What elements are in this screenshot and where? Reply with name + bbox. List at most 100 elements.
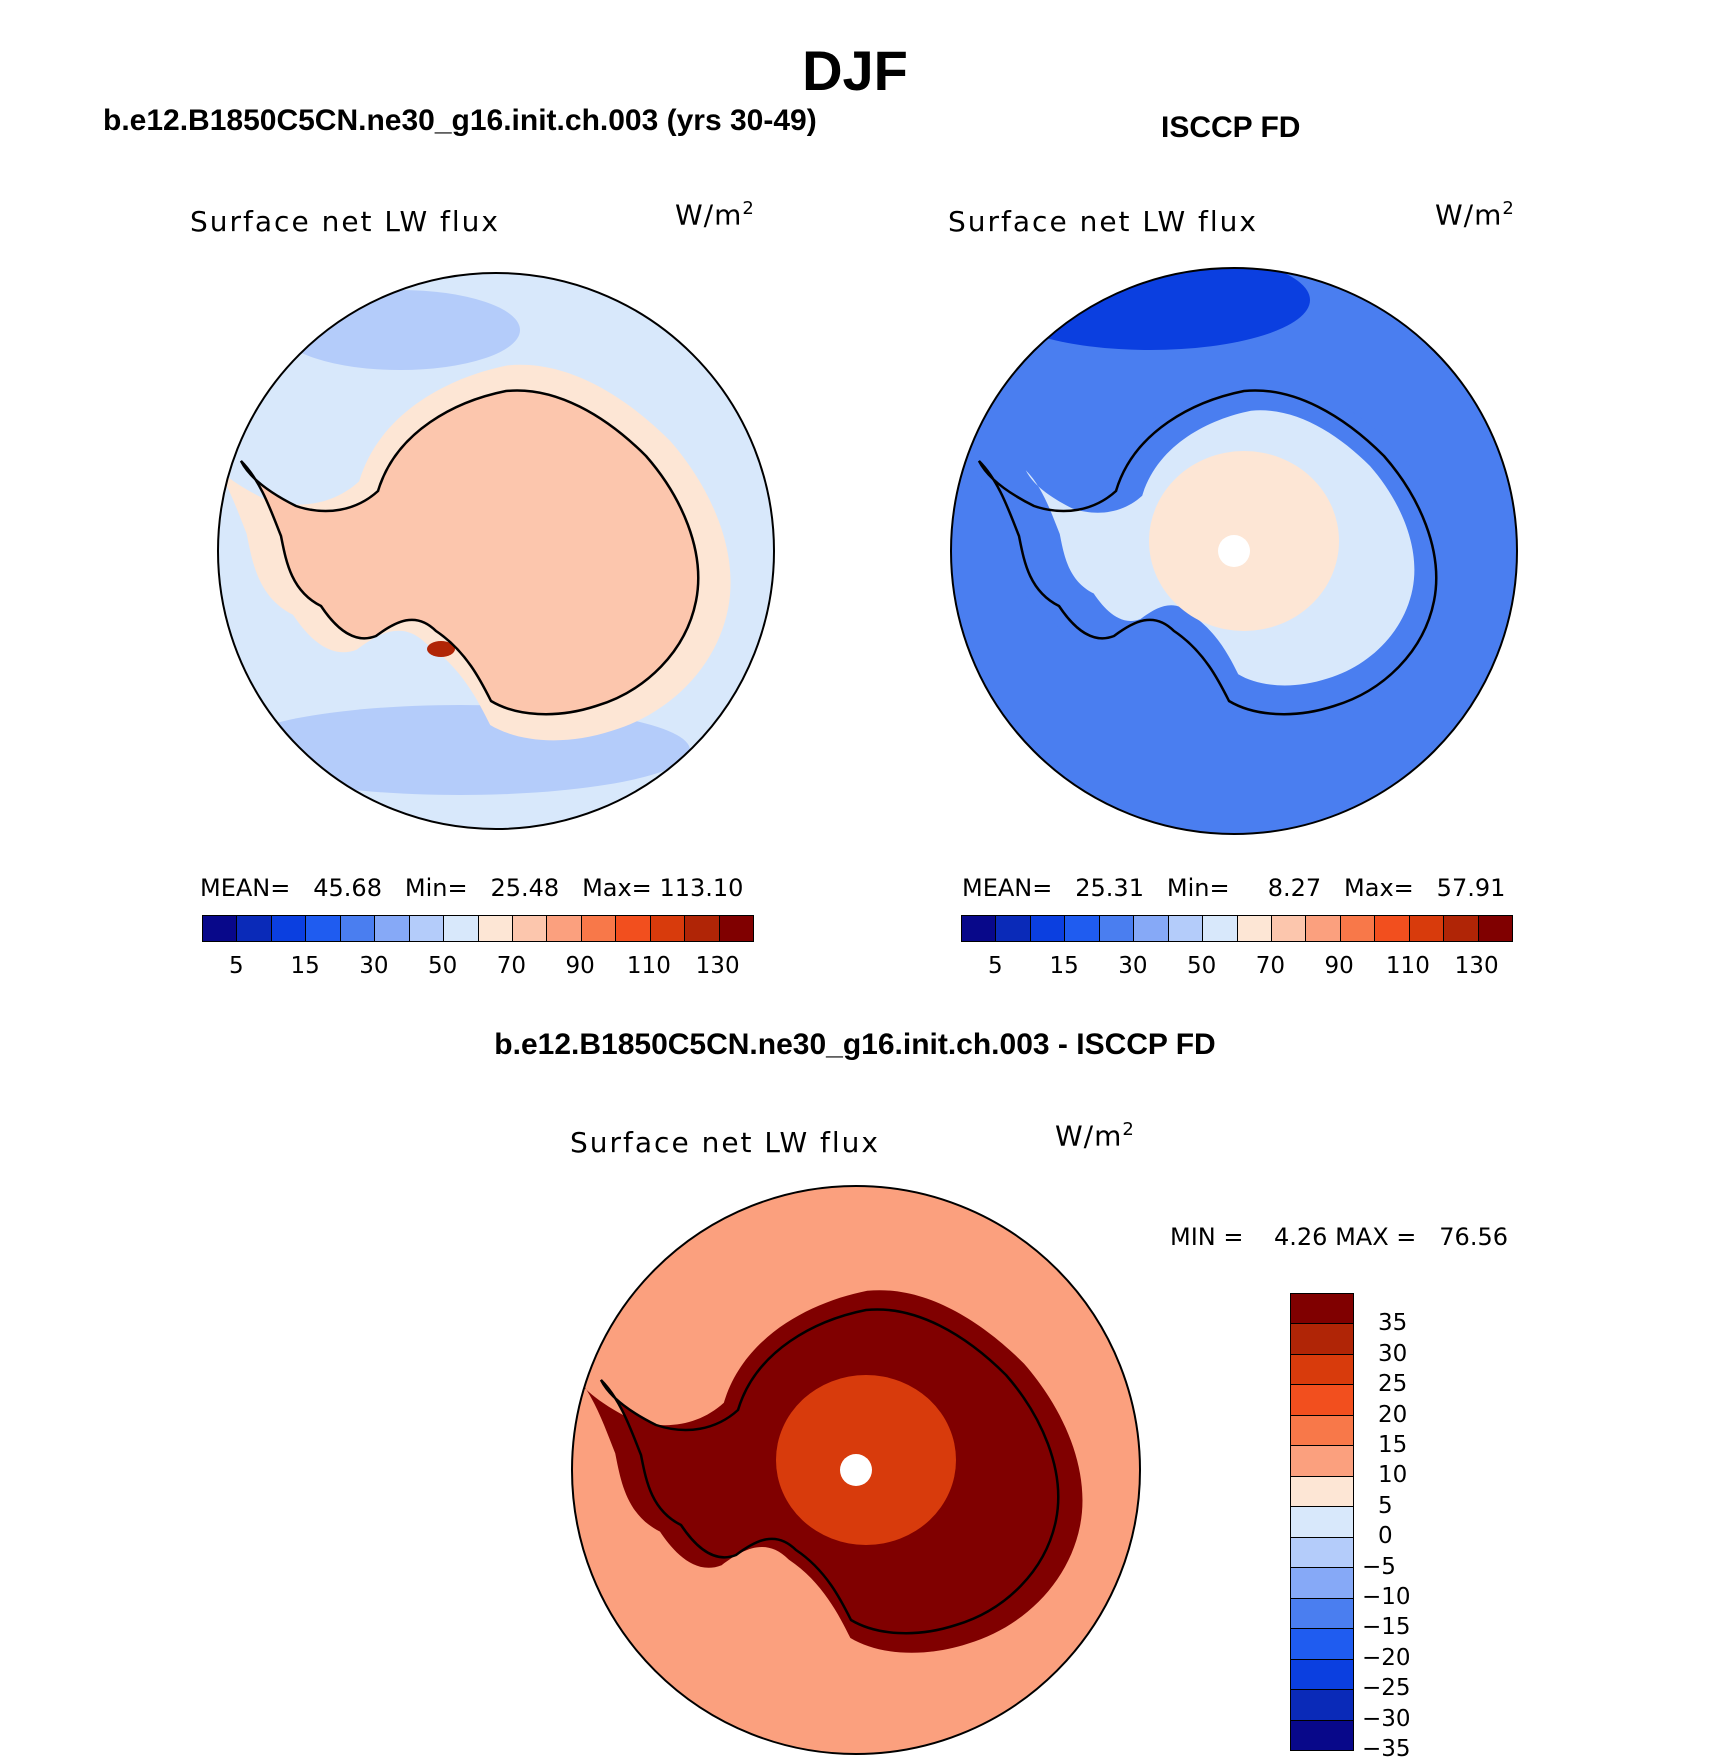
panel1-variable-label: Surface net LW flux [190, 205, 500, 238]
colorbar-box [1306, 916, 1341, 941]
colorbar-box [1237, 916, 1272, 941]
colorbar-tick-label: 5 [229, 953, 244, 979]
colorbar-tick-label: −15 [1362, 1614, 1411, 1641]
panel2-pole-hole [1218, 535, 1250, 567]
panel3-units-label: W/m2 [1055, 1119, 1135, 1153]
panel3-title: b.e12.B1850C5CN.ne30_g16.init.ch.003 - I… [494, 1028, 1216, 1061]
panel1-title: b.e12.B1850C5CN.ne30_g16.init.ch.003 (yr… [103, 104, 817, 137]
colorbar-tick-label: 5 [988, 953, 1003, 979]
colorbar-tick-label: 0 [1378, 1523, 1393, 1550]
colorbar-box [1134, 916, 1169, 941]
colorbar-box [996, 916, 1031, 941]
colorbar-tick-label: −25 [1362, 1675, 1411, 1702]
colorbar-tick-label: −35 [1362, 1736, 1411, 1762]
panel1-colorbar [202, 915, 754, 942]
colorbar-tick-label: 20 [1378, 1401, 1408, 1428]
colorbar-box [1409, 916, 1445, 941]
colorbar-box [1291, 1446, 1353, 1477]
panel3-pole-hole [840, 1454, 872, 1486]
colorbar-box [1065, 916, 1100, 941]
colorbar-tick-label: 70 [1255, 953, 1286, 979]
colorbar-box [1444, 916, 1479, 941]
panel1-map [218, 273, 774, 829]
colorbar-box [547, 916, 582, 941]
colorbar-tick-label: 10 [1378, 1462, 1408, 1489]
panel2-ocean-band [990, 268, 1310, 350]
panel2-units-label: W/m2 [1435, 198, 1515, 232]
colorbar-tick-label: 90 [1324, 953, 1354, 979]
panel2-variable-label: Surface net LW flux [948, 205, 1258, 238]
colorbar-box [478, 916, 513, 941]
panel2-colorbar-labels: 5 15 30 50 70 90 110 130 [0, 953, 1499, 979]
main-title: DJF [802, 39, 908, 102]
colorbar-box [1291, 1690, 1353, 1721]
colorbar-box [1203, 916, 1238, 941]
colorbar-box [1291, 1507, 1353, 1538]
colorbar-tick-label: −20 [1362, 1644, 1411, 1671]
colorbar-box [409, 916, 445, 941]
colorbar-tick-label: 50 [427, 953, 458, 979]
colorbar-box [1291, 1629, 1353, 1660]
colorbar-box [1291, 1568, 1353, 1599]
colorbar-tick-label: 15 [290, 953, 320, 979]
panel3-map-border [571, 1185, 1141, 1755]
colorbar-tick-label: 30 [359, 953, 389, 979]
panel3-colorbar [1290, 1293, 1354, 1751]
colorbar-box [271, 916, 307, 941]
colorbar-tick-label: 90 [565, 953, 595, 979]
panel2-stats: MEAN= 25.31 Min= 8.27 Max= 57.91 [962, 874, 1506, 902]
colorbar-box [650, 916, 686, 941]
colorbar-box [1291, 1415, 1353, 1447]
colorbar-tick-label: 50 [1186, 953, 1217, 979]
colorbar-tick-label: −30 [1362, 1705, 1411, 1732]
colorbar-tick-label: −10 [1362, 1584, 1411, 1610]
colorbar-tick-label: 30 [1378, 1340, 1408, 1367]
panel3-variable-label: Surface net LW flux [570, 1126, 880, 1159]
colorbar-tick-label: 130 [695, 953, 740, 979]
colorbar-box [1291, 1598, 1353, 1630]
colorbar-box [1271, 916, 1307, 941]
colorbar-tick-label: −5 [1362, 1553, 1396, 1580]
colorbar-box [340, 916, 376, 941]
colorbar-box [1291, 1354, 1353, 1386]
colorbar-box [685, 916, 720, 941]
colorbar-box [375, 916, 410, 941]
colorbar-tick-label: 110 [1385, 953, 1430, 979]
colorbar-box [444, 916, 479, 941]
colorbar-box [1168, 916, 1204, 941]
colorbar-box [616, 916, 651, 941]
colorbar-box [1099, 916, 1135, 941]
colorbar-box [1291, 1720, 1353, 1751]
colorbar-box [581, 916, 617, 941]
colorbar-box [237, 916, 272, 941]
colorbar-box [1291, 1537, 1353, 1569]
panel1-ocean-band-north [280, 290, 520, 370]
panel3-stats: MIN = 4.26 MAX = 76.56 [1170, 1223, 1508, 1251]
colorbar-box [1291, 1294, 1353, 1325]
colorbar-box [203, 916, 238, 941]
colorbar-tick-label: 5 [1378, 1492, 1393, 1519]
panel2-map-border [950, 267, 1518, 835]
colorbar-box [306, 916, 341, 941]
panel2-title: ISCCP FD [1161, 111, 1301, 144]
panel3-colorbar-labels: 35 30 25 20 15 10 5 0 −5 −10 −15 −20 −25 −30 −35 [1362, 0, 1411, 1762]
panel1-colorbar-labels: 5 15 30 50 70 90 110 130 [0, 953, 740, 979]
colorbar-box [719, 916, 753, 941]
colorbar-tick-label: 110 [626, 953, 671, 979]
colorbar-box [1375, 916, 1410, 941]
colorbar-tick-label: 70 [496, 953, 527, 979]
colorbar-tick-label: 15 [1049, 953, 1079, 979]
colorbar-box [1291, 1659, 1353, 1691]
colorbar-box [1478, 916, 1512, 941]
panel1-map-border [217, 272, 775, 830]
colorbar-tick-label: 25 [1378, 1371, 1408, 1398]
panel1-peak-spot [427, 641, 455, 657]
colorbar-tick-label: 15 [1378, 1432, 1408, 1458]
panel2-colorbar [961, 915, 1513, 942]
colorbar-box [1291, 1476, 1353, 1508]
colorbar-tick-label: 35 [1378, 1310, 1408, 1337]
panel1-stats: MEAN= 45.68 Min= 25.48 Max= 113.10 [200, 874, 744, 902]
panel1-units-label: W/m2 [675, 198, 755, 232]
colorbar-tick-label: 30 [1118, 953, 1148, 979]
